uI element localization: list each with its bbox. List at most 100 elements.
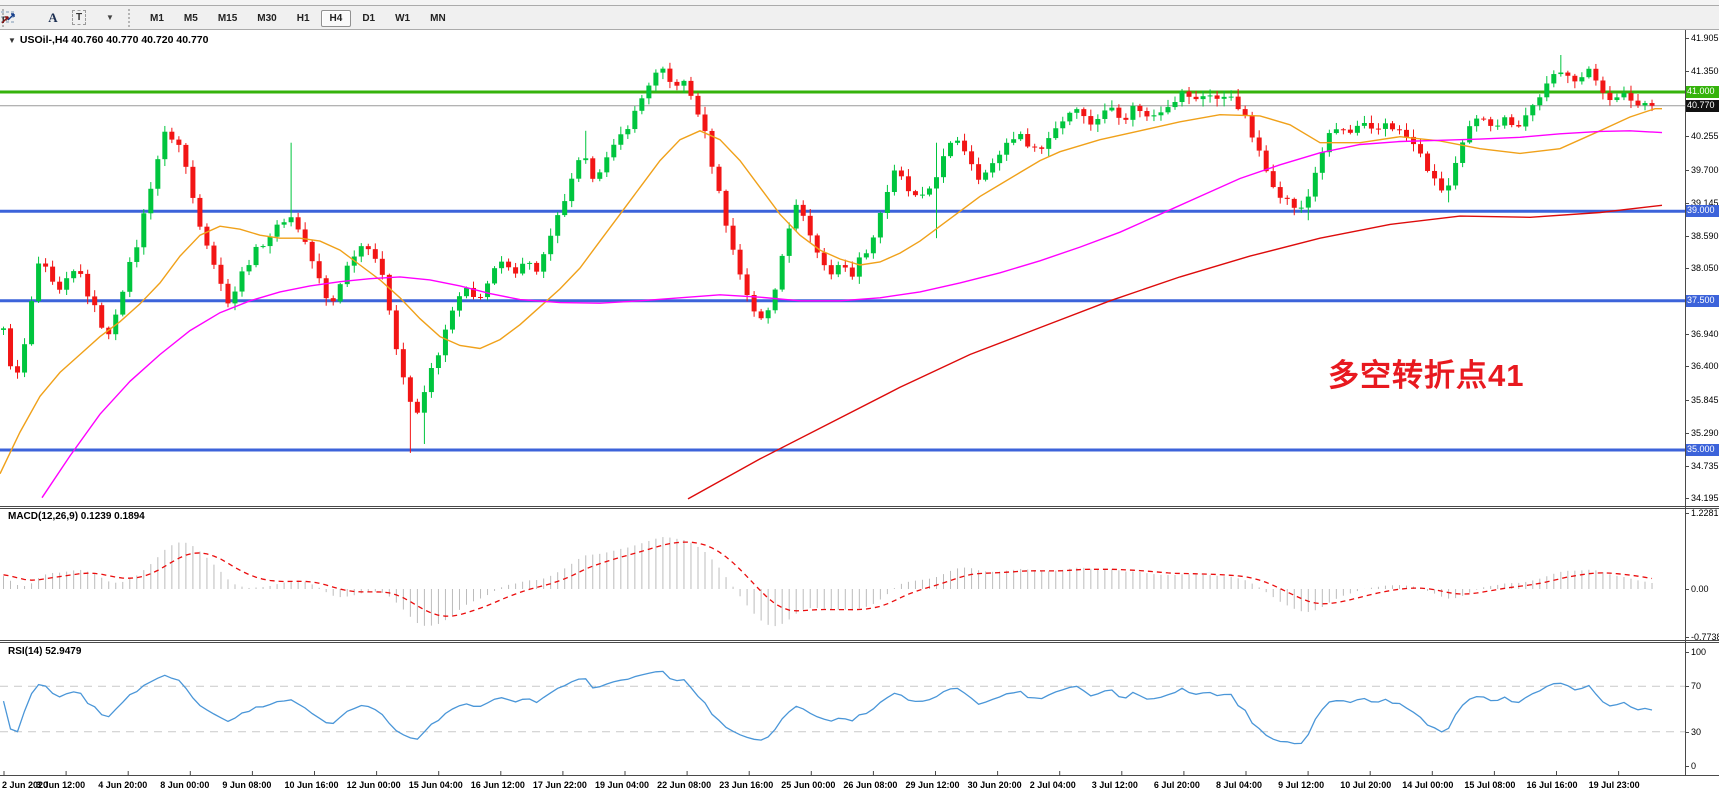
rsi-label: RSI(14) 52.9479 xyxy=(8,646,82,657)
timeframe-h4[interactable]: H4 xyxy=(320,10,352,27)
price-level-badge-35.000: 35.000 xyxy=(1686,443,1719,456)
price-tick-label: 36.940 xyxy=(1691,329,1719,340)
timeframe-m15[interactable]: M15 xyxy=(209,10,246,27)
time-label: 12 Jun 00:00 xyxy=(346,780,401,790)
price-tick-label: 36.400 xyxy=(1691,361,1719,372)
time-label: 15 Jul 08:00 xyxy=(1464,780,1516,790)
menu-strip xyxy=(0,0,1719,6)
time-label: 3 Jun 12:00 xyxy=(36,780,86,790)
time-label: 16 Jul 16:00 xyxy=(1526,780,1578,790)
rsi-tick xyxy=(1685,731,1689,733)
price-tick xyxy=(1685,71,1689,73)
rsi-tick-label: 70 xyxy=(1691,681,1702,692)
timeframe-m30[interactable]: M30 xyxy=(248,10,285,27)
price-tick xyxy=(1685,169,1689,171)
time-label: 10 Jul 20:00 xyxy=(1340,780,1392,790)
rsi-tick-label: 100 xyxy=(1691,647,1707,657)
price-tick-label: 34.195 xyxy=(1691,492,1719,503)
ma-fast xyxy=(0,108,1662,475)
rsi-tick xyxy=(1685,686,1689,688)
time-label: 14 Jul 00:00 xyxy=(1402,780,1454,790)
price-chart[interactable] xyxy=(0,30,1685,507)
timeframe-m1[interactable]: M1 xyxy=(141,10,173,27)
price-tick xyxy=(1685,497,1689,499)
macd-tick xyxy=(1685,636,1689,638)
text-icon[interactable]: A xyxy=(40,8,66,28)
chevron-down-icon: ▼ xyxy=(106,13,114,22)
price-tick-label: 35.290 xyxy=(1691,427,1719,438)
chevron-down-icon[interactable]: ▼ xyxy=(8,36,16,45)
ma-slow xyxy=(687,204,1663,500)
time-label: 10 Jun 16:00 xyxy=(284,780,339,790)
macd-tick-label: 0.00 xyxy=(1691,584,1709,594)
price-tick xyxy=(1685,432,1689,434)
price-tick xyxy=(1685,267,1689,269)
time-label: 16 Jun 12:00 xyxy=(470,780,525,790)
time-label: 15 Jun 04:00 xyxy=(408,780,463,790)
timeframe-m5[interactable]: M5 xyxy=(175,10,207,27)
time-label: 2 Jul 04:00 xyxy=(1029,780,1076,790)
price-tick xyxy=(1685,465,1689,467)
ma-medium xyxy=(41,130,1663,499)
time-label: 2 Jun 2020 xyxy=(2,780,49,790)
price-tick xyxy=(1685,235,1689,237)
macd-panel[interactable] xyxy=(0,509,1685,641)
macd-tick-label: 1.2281 xyxy=(1691,507,1719,518)
time-label: 19 Jun 04:00 xyxy=(595,780,650,790)
price-tick-label: 41.905 xyxy=(1691,33,1719,43)
rsi-line xyxy=(2,670,1653,745)
macd-tick-label: -0.7738 xyxy=(1691,631,1719,642)
chart-annotation: 多空转折点41 xyxy=(1328,358,1525,393)
price-tick-label: 38.050 xyxy=(1691,262,1719,273)
price-tick-label: 41.350 xyxy=(1691,66,1719,77)
timeframe-w1[interactable]: W1 xyxy=(386,10,419,27)
macd-tick xyxy=(1685,589,1689,590)
macd-tick xyxy=(1685,512,1689,514)
panel-separator[interactable] xyxy=(0,640,1719,641)
price-tick-label: 38.590 xyxy=(1691,230,1719,241)
price-tick xyxy=(1685,202,1689,204)
panel-separator xyxy=(0,642,1719,643)
time-label: 26 Jun 08:00 xyxy=(843,780,898,790)
rsi-tick-label: 30 xyxy=(1691,726,1702,737)
time-label: 23 Jun 16:00 xyxy=(719,780,774,790)
price-tick xyxy=(1685,366,1689,368)
fibonacci-icon[interactable]: F xyxy=(1,8,40,28)
arrows-icon[interactable]: ▼ xyxy=(1,8,126,28)
time-label: 17 Jun 22:00 xyxy=(532,780,587,790)
time-label: 6 Jul 20:00 xyxy=(1153,780,1200,790)
time-label: 3 Jul 12:00 xyxy=(1091,780,1138,790)
rsi-panel[interactable] xyxy=(0,643,1685,775)
time-label: 8 Jul 04:00 xyxy=(1216,780,1263,790)
price-tick-label: 34.735 xyxy=(1691,460,1719,471)
time-label: 22 Jun 08:00 xyxy=(657,780,712,790)
macd-label: MACD(12,26,9) 0.1239 0.1894 xyxy=(8,511,145,522)
timeframe-toolbar-drag-handle[interactable] xyxy=(128,8,136,27)
timeframe-d1[interactable]: D1 xyxy=(353,10,384,27)
timeframe-mn[interactable]: MN xyxy=(421,10,455,27)
macd-signal-line xyxy=(3,541,1653,617)
rsi-tick xyxy=(1685,766,1689,767)
time-label: 8 Jun 00:00 xyxy=(160,780,210,790)
time-label: 30 Jun 20:00 xyxy=(967,780,1022,790)
arrows-icon-glyph xyxy=(1,12,15,23)
chart-title: ▼ USOil-,H4 40.760 40.770 40.720 40.770 xyxy=(8,34,209,46)
rsi-tick xyxy=(1685,652,1689,653)
price-level-badge-40.770: 40.770 xyxy=(1686,99,1719,112)
timeframe-h1[interactable]: H1 xyxy=(288,10,319,27)
candlesticks xyxy=(1,55,1655,453)
time-label: 9 Jun 08:00 xyxy=(222,780,272,790)
time-axis-separator xyxy=(0,775,1719,776)
text-label-icon[interactable]: T xyxy=(66,8,92,28)
price-tick xyxy=(1685,38,1689,39)
macd-histogram xyxy=(3,537,1653,627)
panel-separator xyxy=(0,508,1719,509)
price-level-badge-37.500: 37.500 xyxy=(1686,294,1719,307)
panel-separator[interactable] xyxy=(0,506,1719,507)
price-level-badge-41.000: 41.000 xyxy=(1686,85,1719,98)
timeframe-buttons: M1 M5 M15 M30 H1 H4 D1 W1 MN xyxy=(140,8,456,27)
price-tick-label: 35.845 xyxy=(1691,394,1719,405)
price-tick xyxy=(1685,399,1689,401)
time-label: 19 Jul 23:00 xyxy=(1588,780,1640,790)
